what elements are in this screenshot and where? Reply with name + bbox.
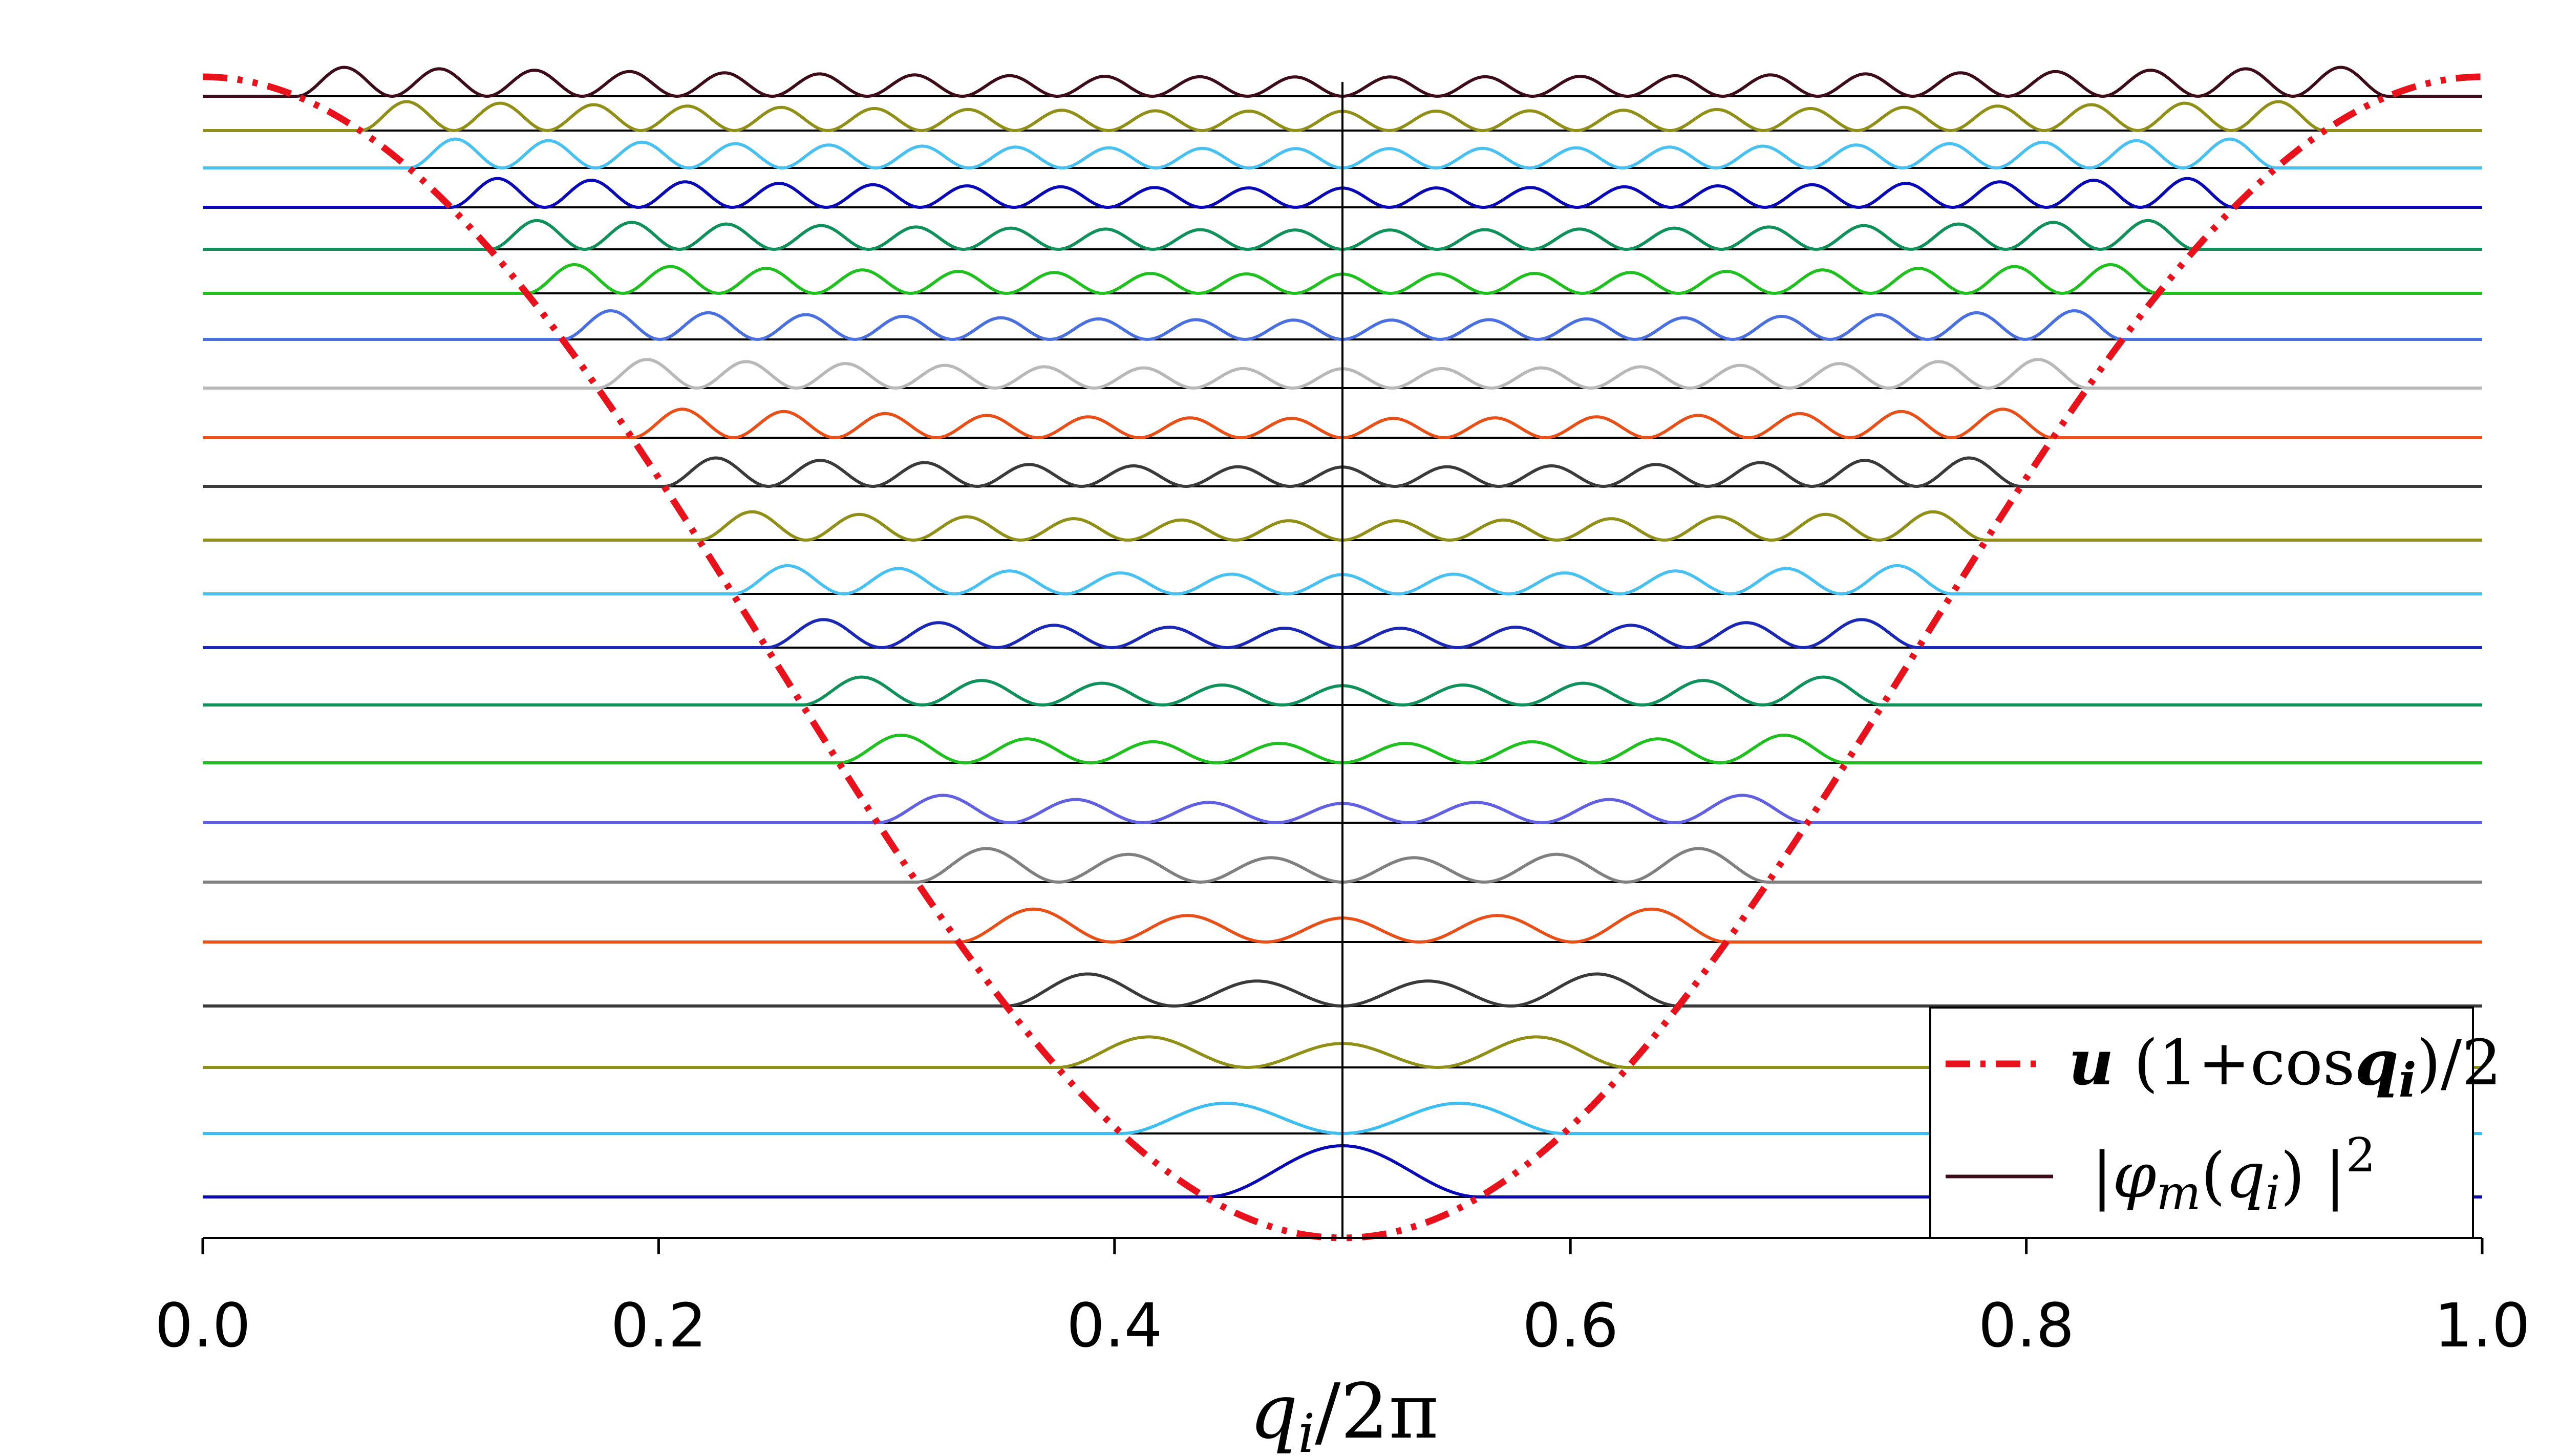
legend-wavefunction-label: |φm(qi) |2 [2092,1128,2376,1221]
potential-curve [202,73,2483,1241]
x-tick-label-3: 0.6 [1522,1290,1618,1361]
x-axis-title: qi/2π [1249,1367,1438,1456]
x-tick-label-5: 1.0 [2434,1290,2530,1361]
x-title-rest: /2π [1315,1367,1438,1455]
x-tick-label-1: 0.2 [611,1290,707,1361]
legend-potential-label: u (1+cosqi)/2 [2068,1025,2502,1108]
x-title-sub: i [1298,1402,1315,1456]
legend-box [1929,1007,2474,1239]
x-tick-label-4: 0.8 [1978,1290,2075,1361]
x-axis: 0.0 0.2 0.4 0.6 0.8 1.0 [155,1237,2530,1361]
x-title-var: q [1249,1367,1298,1455]
x-tick-label-0: 0.0 [155,1290,251,1361]
x-tick-label-2: 0.4 [1066,1290,1163,1361]
legend: u (1+cosqi)/2 |φm(qi) |2 [1929,1007,2502,1239]
